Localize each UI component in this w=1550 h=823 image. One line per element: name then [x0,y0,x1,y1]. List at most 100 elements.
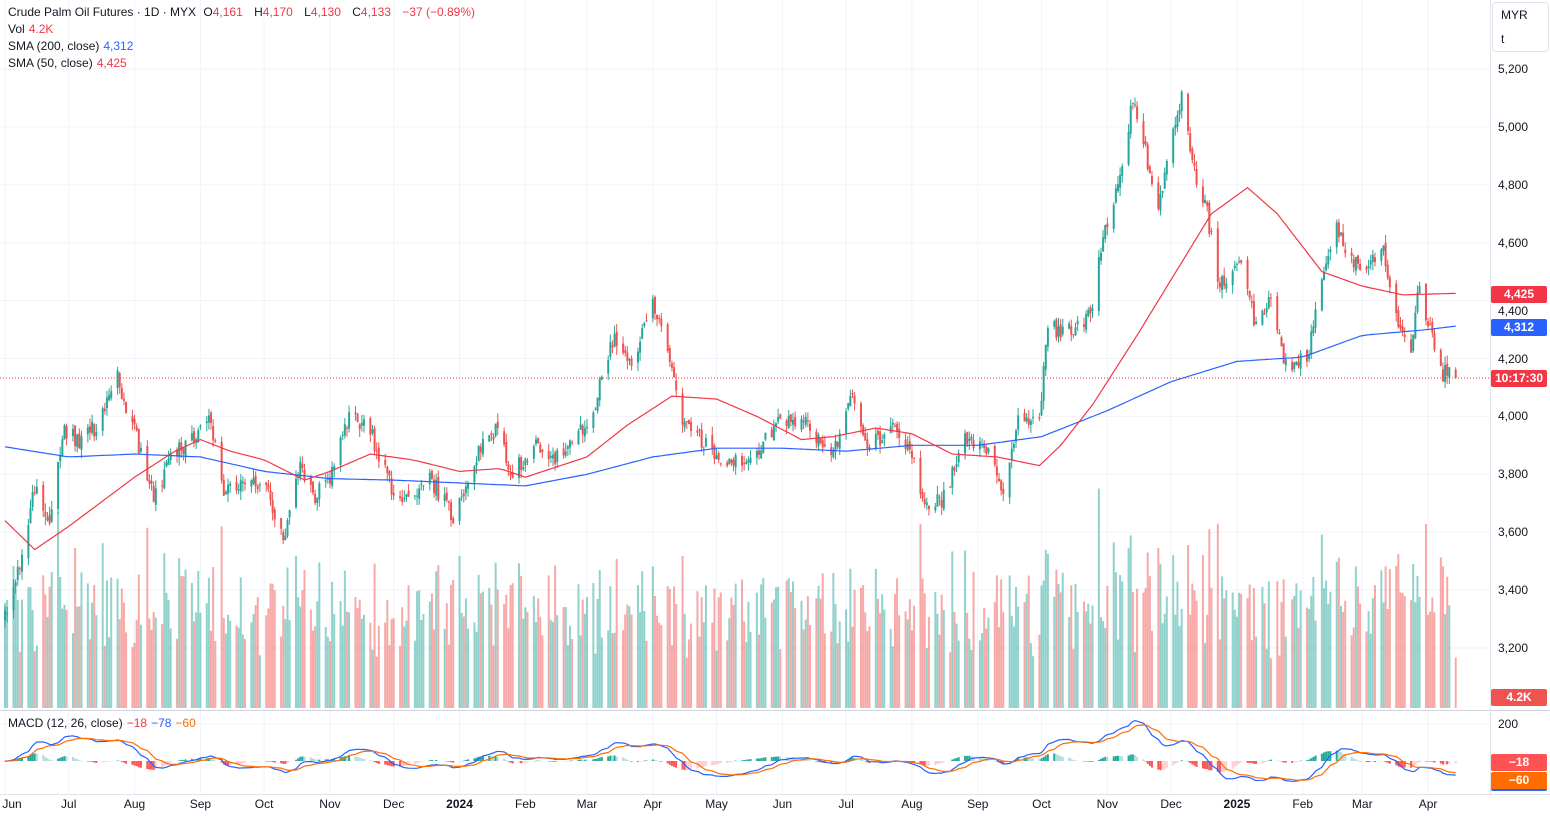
candle-body [190,433,193,441]
volume-bar [301,590,304,708]
volume-bar [1261,586,1264,708]
volume-bar [607,630,610,708]
volume-bar [1178,626,1181,708]
macd-histogram-bar [524,761,527,763]
candle-body [1216,228,1219,282]
volume-bar [237,627,240,708]
time-tick-label: Feb [515,797,536,811]
candle-body [1201,186,1204,203]
volume-bar [804,619,807,708]
candle-body [562,448,565,456]
sma200-legend[interactable]: SMA (200, close) 4,312 [8,38,137,55]
volume-bar [1044,549,1047,708]
macd-histogram-bar [237,761,240,765]
candle-body [1388,277,1391,288]
volume-bar [1114,572,1117,708]
macd-histogram-bar [20,757,23,761]
candle-body [229,483,232,486]
candle-body [1416,292,1419,312]
currency-label: MYR [1501,8,1528,22]
volume-bar [883,609,886,708]
macd-histogram-bar [1136,756,1139,761]
candle-body [269,490,272,501]
volume-bar [29,587,32,708]
macd-histogram-bar [1427,761,1430,762]
candle-body [35,486,38,494]
candle-body [1261,310,1264,325]
macd-histogram-bar [838,761,841,762]
macd-histogram-bar [284,761,287,764]
volume-bar [1367,611,1370,708]
macd-histogram-bar [288,761,291,762]
macd-histogram-bar [1146,761,1149,764]
macd-histogram-bar [1255,761,1258,764]
volume-bar [995,575,998,708]
volume-bar [503,604,506,708]
candle-body [1087,309,1090,317]
volume-bar [1106,586,1109,708]
price-tick-label: 4,800 [1498,177,1529,192]
macd-histogram-bar [1180,760,1183,761]
macd-histogram-bar [63,756,66,761]
volume-badge: 4.2K [1491,689,1547,706]
macd-histogram-bar [1310,758,1313,761]
volume-bar [1269,658,1272,708]
volume-bar [273,590,276,708]
volume-bar [443,628,446,708]
candle-body [222,479,225,496]
volume-bar [1444,614,1447,708]
volume-bar [566,645,569,708]
candle-body [836,441,839,447]
volume-bar [1410,600,1413,708]
countdown-badge: 10:17:30 [1491,370,1547,387]
volume-bar [1267,581,1270,708]
volume-bar [6,599,9,708]
price-tick-label: 3,400 [1498,583,1529,598]
volume-bar [214,640,217,708]
macd-histogram-bar [1027,757,1030,761]
macd-histogram-bar [537,760,540,762]
volume-bar [462,616,465,708]
candle-body [891,422,894,425]
volume-bar [42,575,45,708]
candle-body [556,450,559,463]
macd-histogram-bar [348,755,351,761]
candle-body [180,442,183,451]
macd-histogram-bar [1055,754,1058,761]
volume-bar [341,625,344,708]
macd-histogram-bar [509,761,512,763]
currency-unit-selector[interactable]: MYR t [1492,2,1549,52]
volume-bar [600,637,603,708]
macd-histogram-bar [556,761,559,762]
time-tick-label: Aug [123,797,146,811]
macd-histogram-bar [443,760,446,762]
volume-bar [324,627,327,708]
candle-body [375,450,378,452]
volume-bar [1339,605,1342,708]
candle-body [1189,133,1192,152]
macd-legend[interactable]: MACD (12, 26, close) −18 −78 −60 [8,715,200,732]
candle-body [698,429,701,431]
volume-bar [490,604,493,708]
candle-body [1163,172,1166,189]
volume-bar [624,614,627,708]
candle-body [343,424,346,436]
volume-bar [125,632,128,708]
sma50-legend[interactable]: SMA (50, close) 4,425 [8,55,131,72]
candle-body [1172,128,1175,163]
volume-bar [430,593,433,708]
volume-bar [596,598,599,708]
volume-bar [139,624,142,708]
symbol-title[interactable]: Crude Palm Oil Futures · 1D · MYX [8,5,197,19]
candle-body [713,445,716,460]
candle-body [399,496,402,498]
volume-bar [477,574,480,708]
candle-body [1210,230,1213,232]
volume-bar [925,648,928,708]
macd-histogram-bar [210,758,213,761]
volume-legend[interactable]: Vol 4.2K [8,21,57,38]
candle-body [641,328,644,339]
volume-bar [985,628,988,708]
volume-bar [821,573,824,708]
